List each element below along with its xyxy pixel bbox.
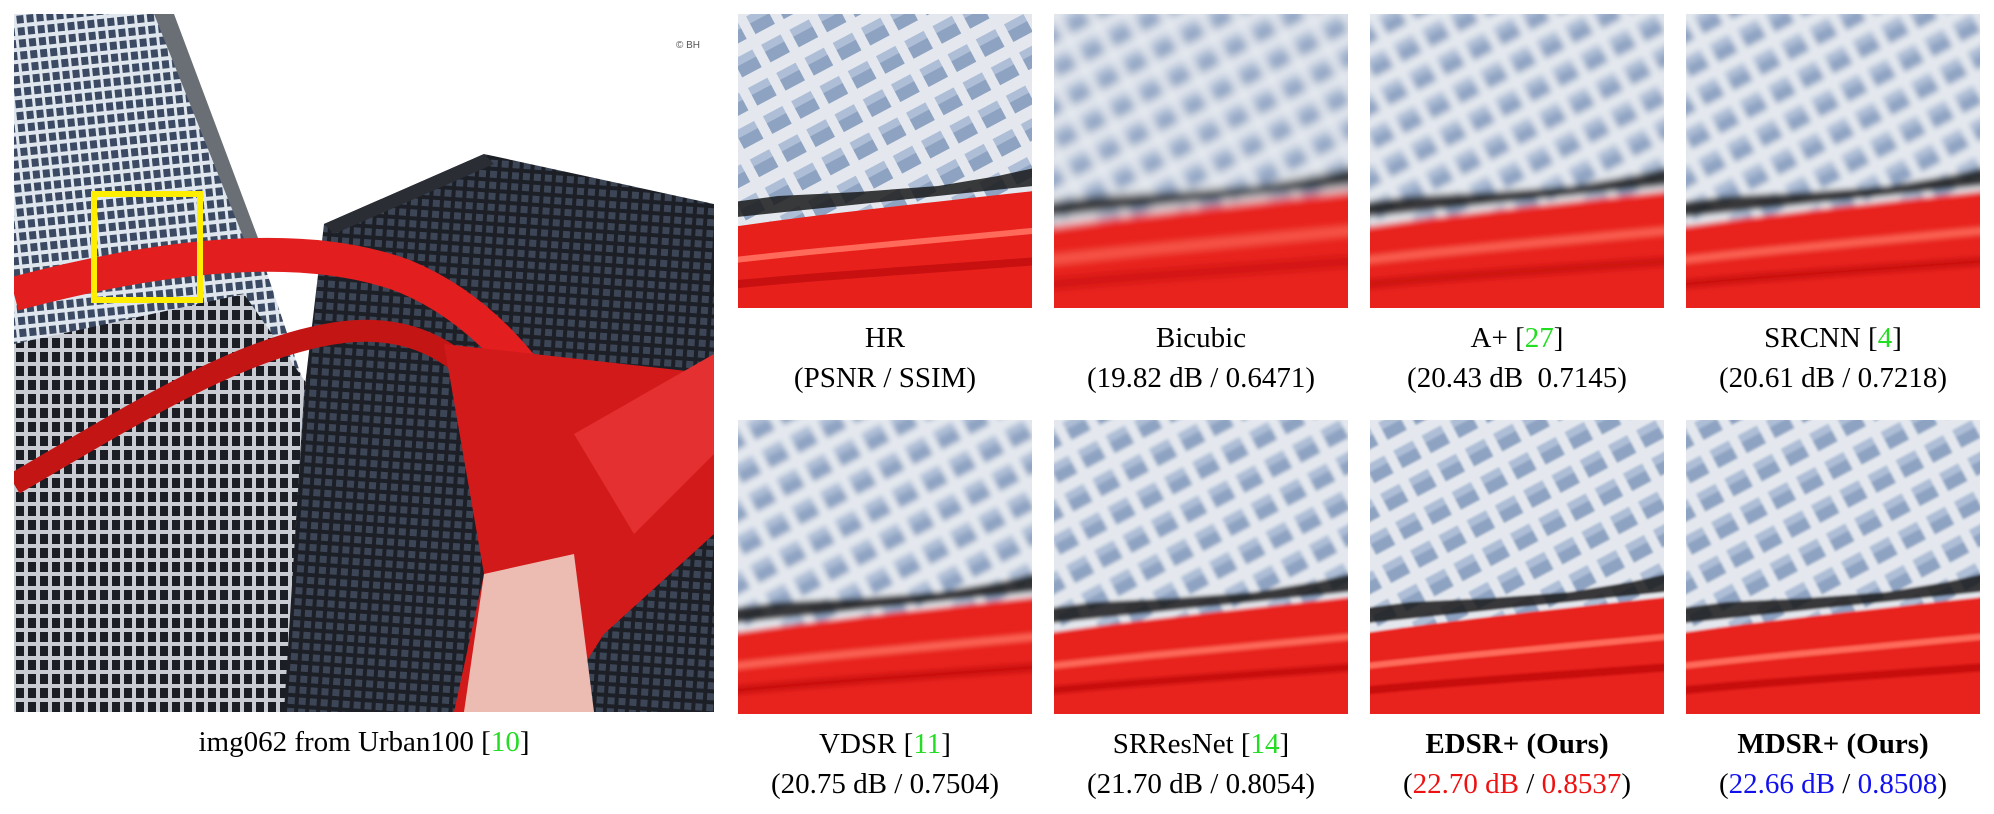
metrics-label: (22.70 dB / 0.8537)	[1403, 768, 1631, 800]
psnr-value: 22.66 dB	[1728, 768, 1836, 800]
crop-srcnn	[1686, 14, 1980, 308]
crop-caption: EDSR+ (Ours) (22.70 dB / 0.8537)	[1360, 724, 1674, 804]
method-name: SRCNN	[1764, 322, 1861, 354]
citation-ref[interactable]: 4	[1877, 322, 1893, 354]
crop-caption: HR (PSNR / SSIM)	[728, 318, 1042, 398]
method-name: VDSR	[819, 728, 897, 760]
crop-image	[1686, 14, 1980, 308]
crop-image	[1370, 420, 1664, 714]
main-caption-ref[interactable]: 10	[490, 726, 520, 758]
ssim-value: 0.8054	[1225, 768, 1306, 800]
psnr-value: 21.70 dB	[1096, 768, 1204, 800]
main-caption: img062 from Urban100 [10]	[14, 722, 714, 762]
crop-image	[1054, 14, 1348, 308]
method-label: VDSR [11]	[819, 728, 951, 760]
crop-srresnet	[1054, 420, 1348, 714]
method-name: HR	[864, 322, 906, 354]
urban-scene-illustration	[14, 14, 714, 712]
crop-bicubic	[1054, 14, 1348, 308]
main-caption-text: img062 from Urban100 [	[198, 726, 491, 758]
psnr-value: 20.75 dB	[780, 768, 888, 800]
watermark: © BH	[675, 40, 700, 51]
ssim-value: SSIM	[898, 362, 967, 394]
method-label: HR	[728, 318, 1042, 358]
crop-image	[1686, 420, 1980, 714]
metrics-label: (22.66 dB / 0.8508)	[1719, 768, 1947, 800]
main-caption-close: ]	[519, 726, 530, 758]
ssim-value: 0.8508	[1857, 768, 1938, 800]
method-label: A+ [27]	[1470, 322, 1564, 354]
psnr-value: 19.82 dB	[1096, 362, 1204, 394]
crop-caption: SRCNN [4] (20.61 dB / 0.7218)	[1676, 318, 1990, 398]
crop-image	[738, 14, 1032, 308]
ssim-value: 0.7218	[1857, 362, 1938, 394]
crop-edsr-ours	[1370, 420, 1664, 714]
method-label: MDSR+ (Ours)	[1676, 724, 1990, 764]
method-name: EDSR+ (Ours)	[1425, 728, 1609, 760]
method-label: Bicubic	[1044, 318, 1358, 358]
metrics-label: (20.61 dB / 0.7218)	[1719, 362, 1947, 394]
method-label: SRResNet [14]	[1112, 728, 1290, 760]
ssim-value: 0.7504	[909, 768, 990, 800]
method-name: MDSR+ (Ours)	[1737, 728, 1929, 760]
crop-vdsr	[738, 420, 1032, 714]
method-name: A+	[1470, 322, 1508, 354]
metrics-label: (19.82 dB / 0.6471)	[1087, 362, 1315, 394]
crop-a	[1370, 14, 1664, 308]
psnr-value: 20.61 dB	[1728, 362, 1836, 394]
citation-ref[interactable]: 11	[913, 728, 942, 760]
crop-caption: VDSR [11] (20.75 dB / 0.7504)	[728, 724, 1042, 804]
crop-caption: A+ [27] (20.43 dB 0.7145)	[1360, 318, 1674, 398]
method-label: EDSR+ (Ours)	[1360, 724, 1674, 764]
roi-box	[91, 191, 203, 303]
psnr-value: 22.70 dB	[1412, 768, 1520, 800]
method-label: SRCNN [4]	[1764, 322, 1902, 354]
citation-ref[interactable]: 27	[1524, 322, 1554, 354]
ssim-value: 0.7145	[1537, 362, 1618, 394]
ssim-value: 0.6471	[1225, 362, 1306, 394]
method-name: Bicubic	[1155, 322, 1247, 354]
crop-image	[1054, 420, 1348, 714]
citation-ref[interactable]: 14	[1250, 728, 1280, 760]
psnr-value: 20.43 dB	[1416, 362, 1524, 394]
metrics-label: (20.75 dB / 0.7504)	[771, 768, 999, 800]
ssim-value: 0.8537	[1541, 768, 1622, 800]
psnr-value: PSNR	[803, 362, 877, 394]
crop-image	[738, 420, 1032, 714]
metrics-label: (PSNR / SSIM)	[793, 362, 977, 394]
metrics-label: (20.43 dB 0.7145)	[1407, 362, 1627, 394]
method-name: SRResNet	[1112, 728, 1234, 760]
crop-image	[1370, 14, 1664, 308]
crop-caption: SRResNet [14] (21.70 dB / 0.8054)	[1044, 724, 1358, 804]
crop-hr	[738, 14, 1032, 308]
crop-caption: Bicubic (19.82 dB / 0.6471)	[1044, 318, 1358, 398]
metrics-label: (21.70 dB / 0.8054)	[1087, 768, 1315, 800]
main-photo: © BH	[14, 14, 714, 712]
crop-caption: MDSR+ (Ours) (22.66 dB / 0.8508)	[1676, 724, 1990, 804]
crop-mdsr-ours	[1686, 420, 1980, 714]
